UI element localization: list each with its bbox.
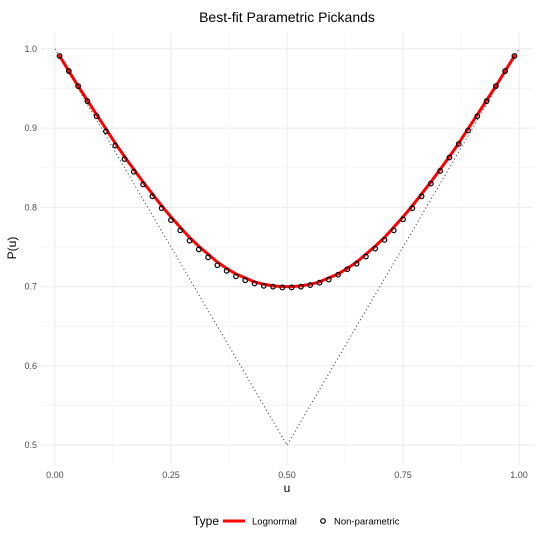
x-tick-label: 1.00 [510,470,528,480]
nonparametric-point [335,271,341,278]
x-tick-label: 0.75 [394,470,412,480]
nonparametric-point [186,237,193,244]
nonparametric-point [205,254,211,261]
nonparametric-point [400,216,406,223]
nonparametric-point [363,253,369,260]
nonparametric-point [502,68,509,74]
nonparametric-point [279,284,286,291]
nonparametric-point [492,83,499,90]
nonparametric-point [372,245,379,252]
legend-lognormal-label: Lognormal [252,517,297,528]
legend-title: Type [193,514,219,528]
nonparametric-point [316,279,323,286]
legend-nonparametric-label: Non-parametric [334,517,400,528]
nonparametric-point [103,128,109,135]
nonparametric-point [390,227,397,234]
nonparametric-point [84,98,91,105]
nonparametric-point [56,53,63,59]
series-points [56,53,518,291]
nonparametric-point [455,141,462,147]
nonparametric-point [298,283,304,290]
nonparametric-point [344,266,351,273]
diagonal-reference-line [54,48,520,447]
y-tick-label: 0.7 [24,282,37,292]
nonparametric-point [130,168,137,175]
nonparametric-point [474,113,481,120]
y-axis-title: P(u) [5,237,19,260]
nonparametric-point [409,205,416,212]
nonparametric-point [233,273,239,280]
nonparametric-point [195,246,202,253]
y-tick-label: 1.0 [24,44,37,54]
nonparametric-point [214,262,221,269]
chart-title: Best-fit Parametric Pickands [199,9,375,25]
nonparametric-point [325,276,332,283]
nonparametric-point [381,236,388,243]
nonparametric-point [270,283,276,290]
nonparametric-point [307,282,314,288]
nonparametric-point [251,280,258,287]
nonparametric-point [149,193,156,200]
nonparametric-point [158,205,165,212]
x-axis-title: u [284,481,291,495]
legend: Type Lognormal Non-parametric [193,514,400,528]
lognormal-line [58,54,516,289]
x-tick-label: 0.25 [162,470,180,480]
nonparametric-point [446,154,453,161]
y-tick-label: 0.8 [24,202,37,212]
nonparametric-point [427,180,434,187]
nonparametric-point [121,156,128,162]
reference-line-group [54,48,520,447]
nonparametric-point [260,282,267,289]
nonparametric-point [140,181,147,188]
nonparametric-point [75,83,82,90]
nonparametric-point [242,277,249,284]
nonparametric-point [65,68,72,74]
nonparametric-point [437,168,444,174]
nonparametric-point [93,113,100,120]
nonparametric-point [353,260,360,267]
nonparametric-point [168,217,174,223]
nonparametric-point [418,193,425,200]
x-tick-label: 0.00 [46,470,64,480]
nonparametric-point [112,142,119,149]
y-tick-label: 0.9 [24,123,37,133]
y-tick-label: 0.6 [24,361,37,371]
nonparametric-point [465,127,471,134]
series-lines [58,54,516,289]
y-axis-ticks: 0.5 0.6 0.7 0.8 0.9 1.0 [24,44,37,450]
nonparametric-point [483,98,490,105]
nonparametric-point [177,227,184,234]
legend-nonparametric-key [320,518,326,524]
nonparametric-point [511,53,518,59]
nonparametric-point [288,284,295,291]
y-tick-label: 0.5 [24,440,37,450]
x-tick-label: 0.50 [278,470,296,480]
x-axis-ticks: 0.00 0.25 0.50 0.75 1.00 [46,470,528,480]
nonparametric-point [223,267,230,274]
